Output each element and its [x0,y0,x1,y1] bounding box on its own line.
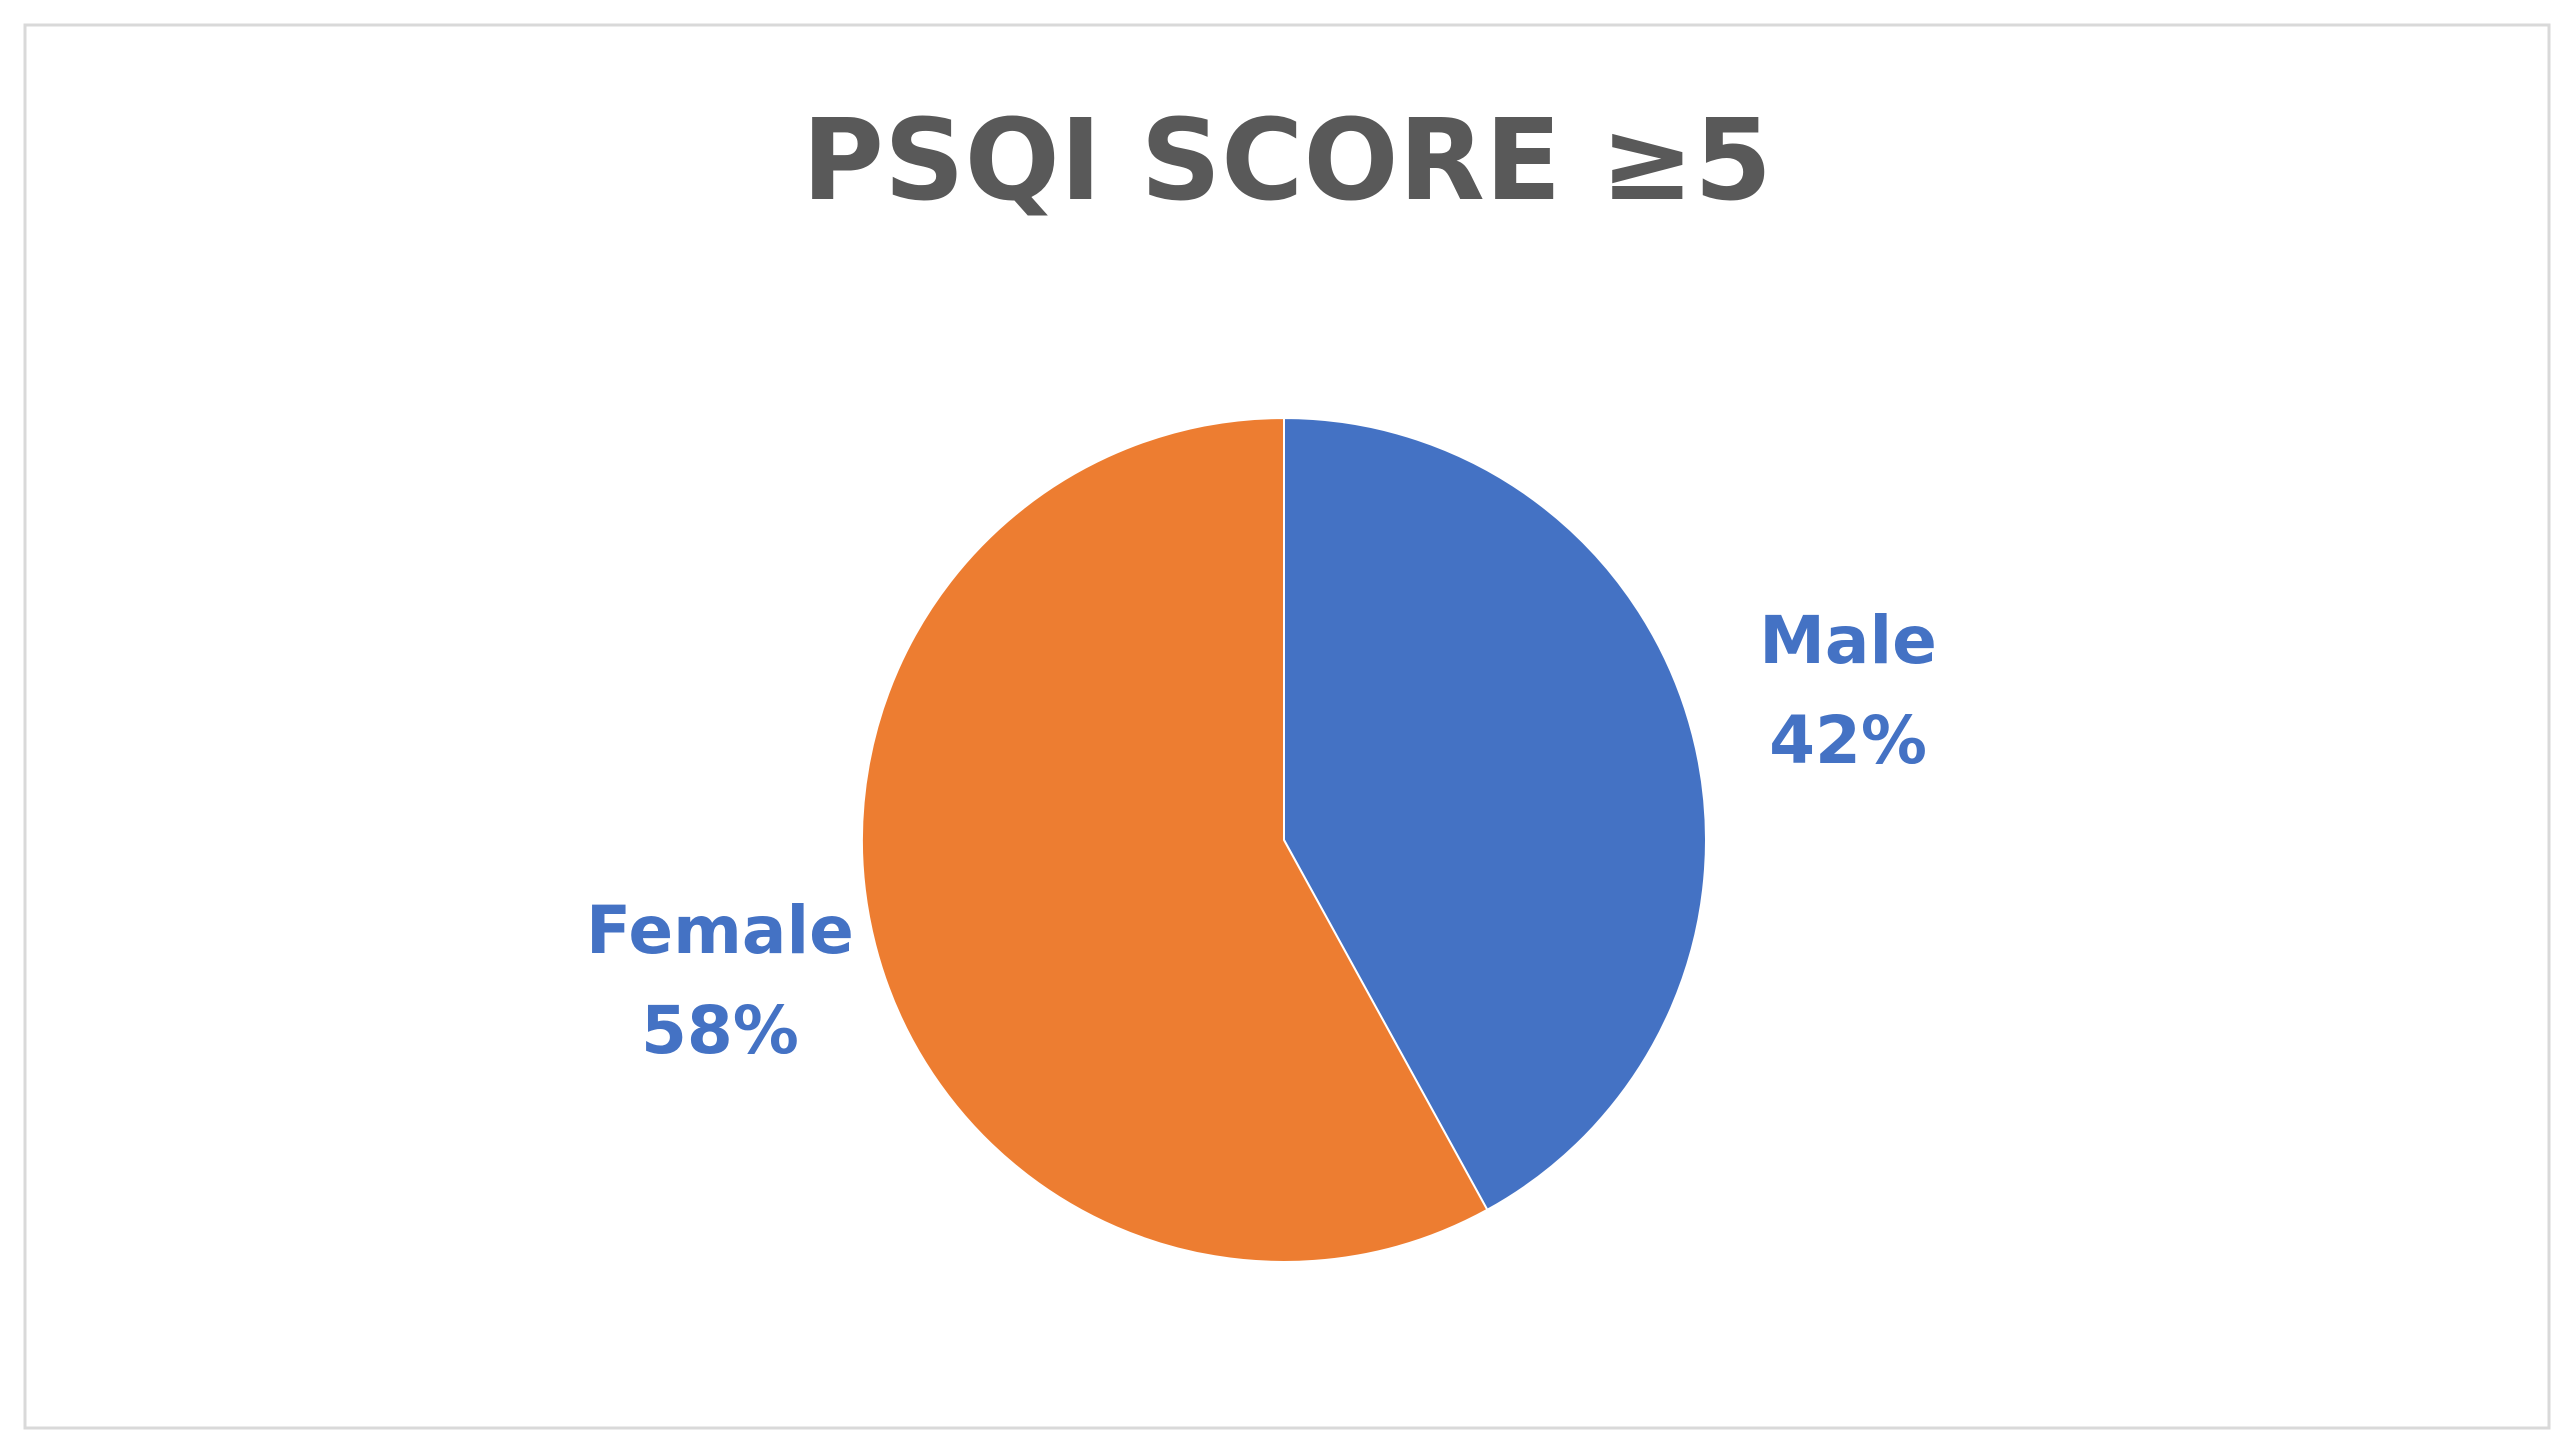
data-label: Female 58% [586,892,854,1069]
data-label-category: Male [1759,602,1937,679]
pie-slice [861,416,1489,1263]
data-label-category: Female [586,892,854,969]
data-label: Male 42% [1759,602,1937,779]
data-label-value: 58% [641,992,799,1069]
pie-slice [1283,416,1707,1212]
data-label-value: 42% [1769,702,1927,779]
chart-title: PSQI SCORE ≥5 [802,96,1772,226]
